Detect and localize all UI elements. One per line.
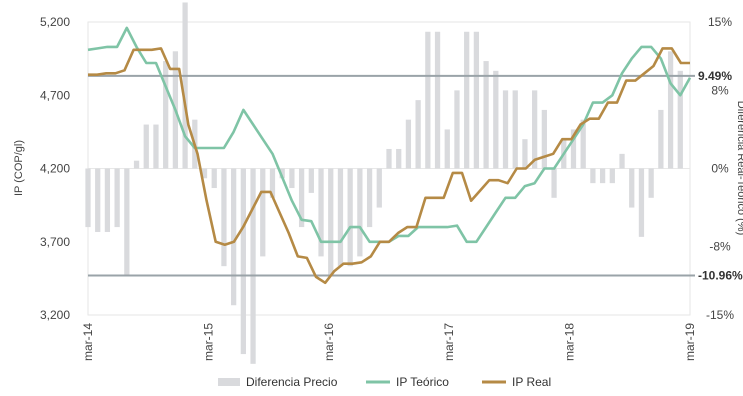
bar (512, 90, 518, 169)
bar (493, 70, 499, 169)
bar (153, 124, 159, 169)
legend: Diferencia Precio IP Teórico IP Real (218, 375, 551, 389)
reference-lines: 9.49% -10.96% (88, 69, 743, 283)
line-series (87, 26, 692, 285)
bar (308, 168, 314, 193)
bar (444, 129, 450, 169)
y-tick-label: 4,700 (40, 88, 70, 102)
y-right-tick-label: -8% (709, 240, 731, 254)
bar (133, 160, 140, 169)
bar (114, 168, 120, 228)
x-tick-label: mar-16 (322, 323, 336, 361)
bar (289, 168, 295, 189)
y-right-tick-label: 0% (711, 162, 729, 176)
bar (473, 31, 480, 169)
y-tick-label: 3,200 (40, 308, 70, 322)
bar (347, 168, 353, 267)
x-tick-label: mar-15 (201, 323, 215, 361)
bar (532, 90, 538, 169)
bar (541, 109, 547, 169)
bar (454, 90, 460, 169)
bar (260, 168, 266, 257)
y-tick-label: 3,700 (40, 235, 70, 249)
legend-label-ip-real: IP Real (512, 375, 551, 389)
y-tick-label: 5,200 (40, 15, 70, 29)
bar (298, 168, 305, 228)
bar (376, 168, 382, 208)
bar (85, 168, 91, 228)
bar (269, 168, 276, 198)
bar (104, 168, 111, 232)
bar (337, 168, 344, 267)
series-line (87, 26, 692, 244)
bar (648, 168, 654, 198)
bar (124, 168, 130, 276)
bar-series-diferencia-precio (85, 2, 683, 364)
bar (502, 90, 509, 169)
series-line (88, 47, 690, 285)
bar (658, 109, 664, 169)
x-tick-label: mar-14 (81, 323, 95, 361)
y-axis-right-title: Diferencia Real-Teórico (%) (735, 101, 743, 236)
bar (366, 168, 373, 228)
y-right-tick-label: 8% (711, 83, 729, 97)
bar (201, 168, 208, 179)
bar (405, 119, 412, 169)
bar (667, 51, 674, 169)
bar (95, 168, 101, 232)
reference-line-label: -10.96% (698, 269, 743, 283)
reference-line-label: 9.49% (698, 69, 732, 83)
y-axis-title: IP (COP/gl) (13, 140, 25, 196)
bar (619, 153, 625, 169)
bar (551, 168, 557, 198)
bar (163, 61, 169, 169)
bar (638, 168, 645, 237)
bar (677, 70, 683, 169)
legend-label-diferencia-precio: Diferencia Precio (246, 375, 338, 389)
bar (415, 100, 421, 169)
bar (328, 168, 334, 276)
bar (240, 168, 246, 355)
x-tick-label: mar-19 (683, 323, 697, 361)
y-right-tick-label: 15% (708, 15, 732, 29)
axes: 5,200 4,700 4,200 3,700 3,200 15% 8% 0% -8% -15% m… (40, 15, 734, 361)
bar (182, 2, 188, 169)
bar (386, 148, 392, 169)
x-tick-label: mar-18 (563, 323, 577, 361)
bar (357, 168, 363, 257)
x-tick-label: mar-17 (442, 323, 456, 361)
bar (231, 168, 237, 306)
legend-label-ip-teorico: IP Teórico (396, 375, 449, 389)
y-tick-label: 4,200 (40, 162, 70, 176)
bar (279, 168, 285, 179)
bar (629, 168, 635, 208)
bar (464, 31, 470, 169)
bar (580, 119, 586, 169)
bar (609, 168, 615, 184)
bar (318, 168, 324, 257)
bar (425, 31, 431, 169)
bar (221, 168, 227, 267)
bar (396, 148, 402, 169)
bar (522, 139, 528, 169)
bar (250, 168, 256, 364)
bar (143, 124, 149, 169)
legend-swatch-diferencia-precio (218, 378, 240, 386)
bar (570, 129, 577, 169)
bar (590, 168, 596, 184)
bar (211, 168, 217, 189)
y-right-tick-label: -15% (706, 308, 734, 322)
bar (434, 31, 441, 169)
bar (599, 168, 606, 184)
bar (483, 61, 489, 169)
